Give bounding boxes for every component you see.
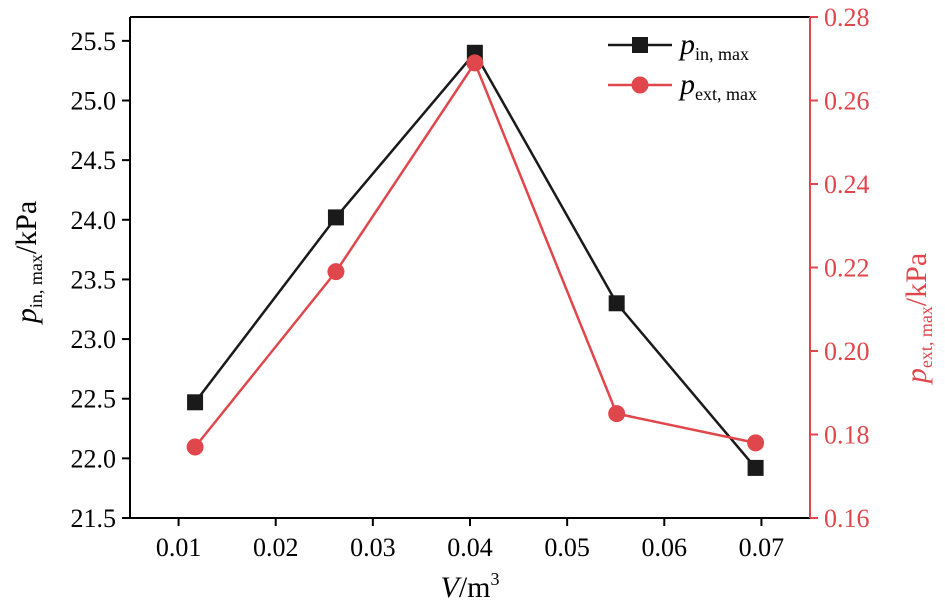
y-axis-right-label: pext, max/kPa — [900, 253, 936, 385]
y-axis-left-label: pin, max/kPa — [10, 201, 46, 325]
data-point — [186, 438, 204, 456]
series-2 — [186, 54, 765, 456]
y-right-tick-label: 0.18 — [824, 421, 870, 450]
y-right-tick-label: 0.16 — [824, 504, 870, 533]
data-point — [747, 434, 765, 452]
y-left-tick-label: 25.0 — [71, 87, 117, 116]
x-tick-label: 0.03 — [350, 533, 396, 562]
axes: 0.01 0.02 0.03 0.04 0.05 0.06 0.07 21.5 22.0 22.5… — [71, 3, 870, 562]
legend-label: pin, max — [678, 28, 749, 64]
series-line — [194, 60, 756, 448]
data-point — [608, 295, 625, 312]
x-tick-label: 0.05 — [544, 533, 590, 562]
data-point — [327, 263, 345, 281]
legend: pin, max pext, max — [608, 28, 757, 104]
y-left-tick-label: 23.5 — [71, 265, 117, 294]
legend-marker — [632, 37, 648, 53]
y-left-tick-label: 23.0 — [71, 325, 117, 354]
data-point — [466, 54, 484, 72]
data-point — [608, 405, 626, 423]
y-left-tick-label: 22.0 — [71, 444, 117, 473]
data-point — [747, 459, 764, 476]
y-left-tick-label: 24.0 — [71, 206, 117, 235]
series-line — [194, 50, 757, 469]
x-tick-label: 0.06 — [642, 533, 688, 562]
y-left-tick-label: 25.5 — [71, 27, 117, 56]
data-point — [327, 209, 344, 226]
axis-labels: V/m3 pin, max/kPa pext, max/kPa — [10, 201, 936, 604]
y-right-tick-label: 0.26 — [824, 87, 870, 116]
x-tick-label: 0.01 — [156, 533, 202, 562]
y-left-tick-label: 21.5 — [71, 504, 117, 533]
y-right-tick-label: 0.22 — [824, 254, 870, 283]
x-axis-label: V/m3 — [441, 569, 500, 604]
series-layer — [186, 44, 765, 476]
y-left-tick-label: 24.5 — [71, 146, 117, 175]
x-tick-label: 0.04 — [447, 533, 493, 562]
y-left-tick-label: 22.5 — [71, 385, 117, 414]
legend-marker — [631, 76, 649, 94]
legend-entry-2: pext, max — [608, 68, 757, 104]
x-tick-label: 0.02 — [253, 533, 299, 562]
legend-label: pext, max — [678, 68, 757, 104]
x-tick-label: 0.07 — [739, 533, 785, 562]
legend-entry-1: pin, max — [608, 28, 749, 64]
series-1 — [187, 44, 764, 476]
y-right-tick-label: 0.24 — [824, 170, 870, 199]
data-point — [187, 394, 204, 411]
y-right-tick-label: 0.20 — [824, 337, 870, 366]
y-right-tick-label: 0.28 — [824, 3, 870, 32]
